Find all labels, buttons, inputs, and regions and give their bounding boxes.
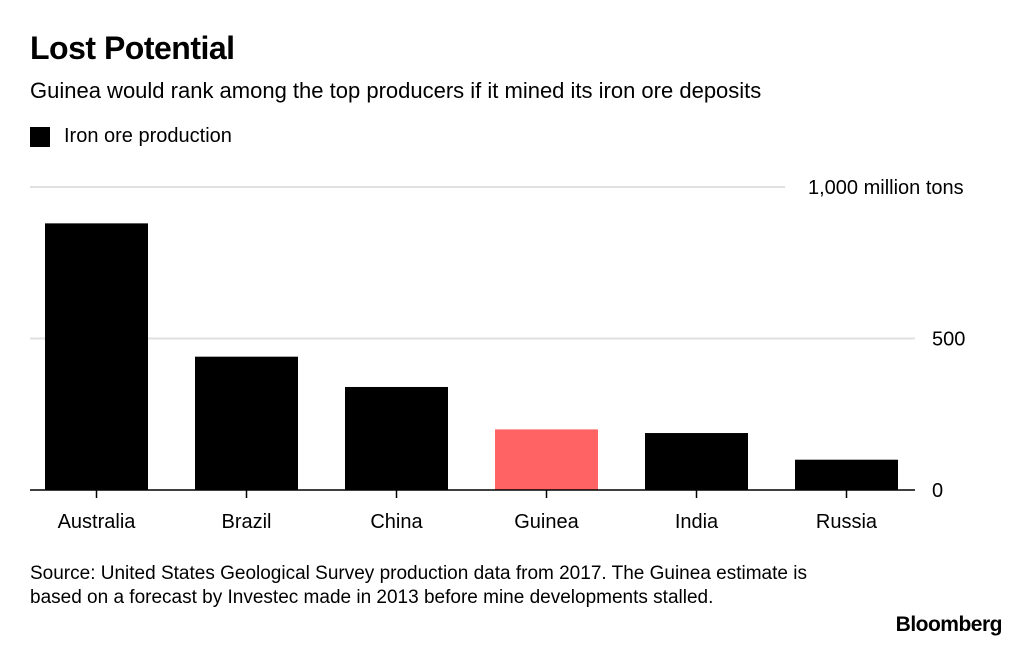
legend-swatch <box>30 126 50 147</box>
bar-guinea <box>495 429 598 490</box>
bar-chart: 0 500 1,000 million tons Australia Brazil Chi… <box>30 177 965 533</box>
bar-china <box>345 386 448 490</box>
bar-russia <box>795 459 898 490</box>
y-tick-label: 1,000 million tons <box>808 177 964 199</box>
chart-title: Lost Potential <box>30 30 235 66</box>
x-tick-label: Australia <box>58 511 137 533</box>
bar-india <box>645 433 748 490</box>
source-note: Source: United States Geological Survey … <box>30 563 807 608</box>
x-tick-label: Guinea <box>514 511 579 533</box>
legend: Iron ore production <box>30 125 232 148</box>
legend-label: Iron ore production <box>64 125 232 147</box>
bloomberg-logo: Bloomberg <box>895 613 1003 636</box>
bar-australia <box>45 223 148 491</box>
x-tick-label: India <box>675 511 719 533</box>
chart-subtitle: Guinea would rank among the top producer… <box>30 78 762 103</box>
x-tick-label: Russia <box>816 511 878 533</box>
y-tick-label: 0 <box>932 480 943 502</box>
bar-brazil <box>195 356 298 490</box>
y-tick-label: 500 <box>932 329 965 351</box>
x-tick-label: Brazil <box>221 511 271 533</box>
x-tick-label: China <box>370 511 423 533</box>
